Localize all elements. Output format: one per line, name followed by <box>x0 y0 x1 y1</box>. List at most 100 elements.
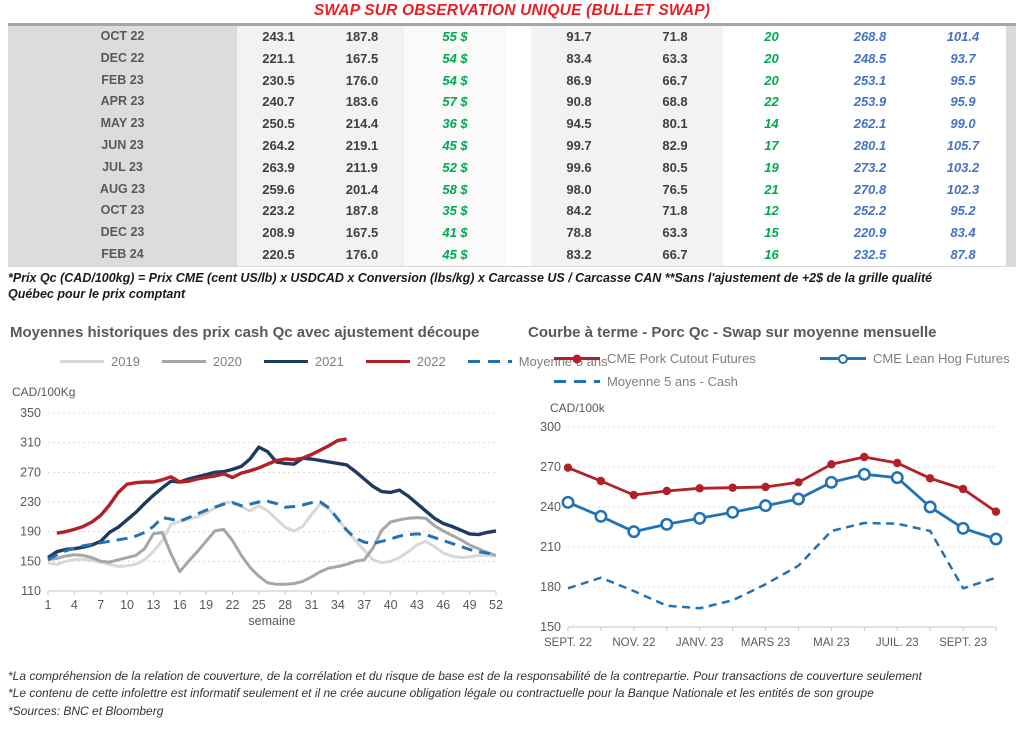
cell-col5: 80.1 <box>627 113 723 135</box>
table-right-edge <box>1006 47 1016 70</box>
cell-base-dollar: 52 $ <box>404 156 506 179</box>
svg-text:31: 31 <box>305 598 319 612</box>
cell-col8-blue: 99.0 <box>920 113 1006 135</box>
cell-col5: 82.9 <box>627 134 723 157</box>
svg-text:150: 150 <box>20 554 41 568</box>
cell-base-dollar: 36 $ <box>404 113 506 135</box>
svg-text:MAI 23: MAI 23 <box>813 637 849 649</box>
cell-month: OCT 22 <box>8 26 237 48</box>
legend-label-moyenne-cash: Moyenne 5 ans - Cash <box>607 374 738 389</box>
forward-curve-chart: Courbe à terme - Porc Qc - Swap sur moye… <box>528 324 1020 660</box>
svg-text:300: 300 <box>540 420 561 434</box>
historical-cash-price-chart: Moyennes historiques des prix cash Qc av… <box>10 324 608 644</box>
svg-text:43: 43 <box>410 598 424 612</box>
svg-text:SEPT. 23: SEPT. 23 <box>939 637 987 649</box>
cell-col8-blue: 83.4 <box>920 222 1006 244</box>
table-right-edge <box>1006 91 1016 114</box>
svg-text:28: 28 <box>278 598 292 612</box>
cell-col7-blue: 253.9 <box>820 91 920 114</box>
table-row: APR 23 240.7 183.6 57 $ 90.8 68.8 22 253.9 95.9 <box>8 91 1016 114</box>
svg-text:1: 1 <box>45 598 52 612</box>
legend-item-2021: 2021 <box>263 354 344 369</box>
cell-col8-blue: 87.8 <box>920 243 1006 266</box>
table-footnote-line2: Québec pour le prix comptant <box>8 287 186 302</box>
cell-base-dollar: 55 $ <box>404 26 506 48</box>
cell-month: FEB 23 <box>8 69 237 92</box>
cell-col4: 90.8 <box>531 91 627 114</box>
table-right-edge <box>1006 156 1016 179</box>
cell-col7-blue: 232.5 <box>820 243 920 266</box>
cell-prix-cme: 176.0 <box>320 69 404 92</box>
cell-col6-green: 12 <box>723 200 820 223</box>
cell-col6-green: 20 <box>723 69 820 92</box>
svg-text:230: 230 <box>20 495 41 509</box>
cell-col6-green: 15 <box>723 222 820 244</box>
cell-gap <box>506 69 531 92</box>
cell-prix-cme: 219.1 <box>320 134 404 157</box>
cell-col6-green: 14 <box>723 113 820 135</box>
cell-base-dollar: 41 $ <box>404 222 506 244</box>
cell-col8-blue: 95.2 <box>920 200 1006 223</box>
svg-text:40: 40 <box>384 598 398 612</box>
cell-prix-qc: 208.9 <box>237 222 320 244</box>
cell-col7-blue: 253.1 <box>820 69 920 92</box>
cell-prix-cme: 167.5 <box>320 47 404 70</box>
svg-text:25: 25 <box>252 598 266 612</box>
cell-gap <box>506 178 531 201</box>
svg-text:34: 34 <box>331 598 345 612</box>
table-right-edge <box>1006 178 1016 201</box>
svg-text:MARS 23: MARS 23 <box>741 637 790 649</box>
svg-text:46: 46 <box>436 598 450 612</box>
cell-gap <box>506 222 531 244</box>
legend-label-2019: 2019 <box>111 354 140 369</box>
cell-col6-green: 19 <box>723 156 820 179</box>
swap-table: OCT 22 243.1 187.8 55 $91.7 71.8 20 268.8 101.4… <box>8 23 1016 267</box>
cell-col4: 83.4 <box>531 47 627 70</box>
table-row: DEC 23 208.9 167.5 41 $ 78.8 63.3 15 220.9 83.4 <box>8 222 1016 244</box>
svg-text:210: 210 <box>540 540 561 554</box>
cell-prix-cme: 176.0 <box>320 243 404 266</box>
cell-col7-blue: 252.2 <box>820 200 920 223</box>
table-footnote-line1: *Prix Qc (CAD/100kg) = Prix CME (cent US… <box>8 271 933 285</box>
cell-prix-cme: 187.8 <box>320 26 404 48</box>
left-chart-unit-label: CAD/100Kg <box>12 385 76 399</box>
cell-prix-cme: 211.9 <box>320 156 404 179</box>
cell-col5: 71.8 <box>627 26 723 48</box>
cell-col4: 78.8 <box>531 222 627 244</box>
cell-col7-blue: 220.9 <box>820 222 920 244</box>
table-right-edge <box>1006 26 1016 48</box>
svg-text:240: 240 <box>540 500 561 514</box>
cell-col7-blue: 268.8 <box>820 26 920 48</box>
table-row: OCT 23 223.2 187.8 35 $ 84.2 71.8 12 252.2 95.2 <box>8 200 1016 223</box>
svg-text:NOV. 22: NOV. 22 <box>612 637 655 649</box>
cell-col8-blue: 102.3 <box>920 178 1006 201</box>
svg-text:19: 19 <box>199 598 213 612</box>
cell-gap <box>506 200 531 223</box>
table-row: DEC 22 221.1 167.5 54 $ 83.4 63.3 20 248.5 93.7 <box>8 47 1016 70</box>
legend-swatch-2021 <box>263 359 308 364</box>
cell-gap <box>506 91 531 114</box>
right-chart-title: Courbe à terme - Porc Qc - Swap sur moye… <box>528 324 937 341</box>
cell-month: APR 23 <box>8 91 237 114</box>
svg-text:10: 10 <box>120 598 134 612</box>
legend-label-2021: 2021 <box>314 354 344 369</box>
table-right-edge <box>1006 222 1016 244</box>
right-chart-legend-row2: Moyenne 5 ans - Cash <box>554 374 1020 389</box>
svg-text:37: 37 <box>357 598 371 612</box>
cell-col7-blue: 273.2 <box>820 156 920 179</box>
cell-gap <box>506 47 531 70</box>
footer-notes: *La compréhension de la relation de couv… <box>8 668 1018 720</box>
cell-prix-qc: 250.5 <box>237 113 320 135</box>
legend-item-lean-hog: CME Lean Hog Futures <box>820 351 1010 366</box>
cell-prix-qc: 240.7 <box>237 91 320 114</box>
cell-month: MAY 23 <box>8 113 237 135</box>
svg-text:13: 13 <box>146 598 160 612</box>
cell-gap <box>506 156 531 179</box>
svg-text:JANV. 23: JANV. 23 <box>676 637 724 649</box>
svg-text:150: 150 <box>540 620 561 634</box>
cell-col4: 98.0 <box>531 178 627 201</box>
cell-gap <box>506 26 531 48</box>
cell-col5: 63.3 <box>627 222 723 244</box>
cell-col4: 94.5 <box>531 113 627 135</box>
cell-col4: 99.6 <box>531 156 627 179</box>
